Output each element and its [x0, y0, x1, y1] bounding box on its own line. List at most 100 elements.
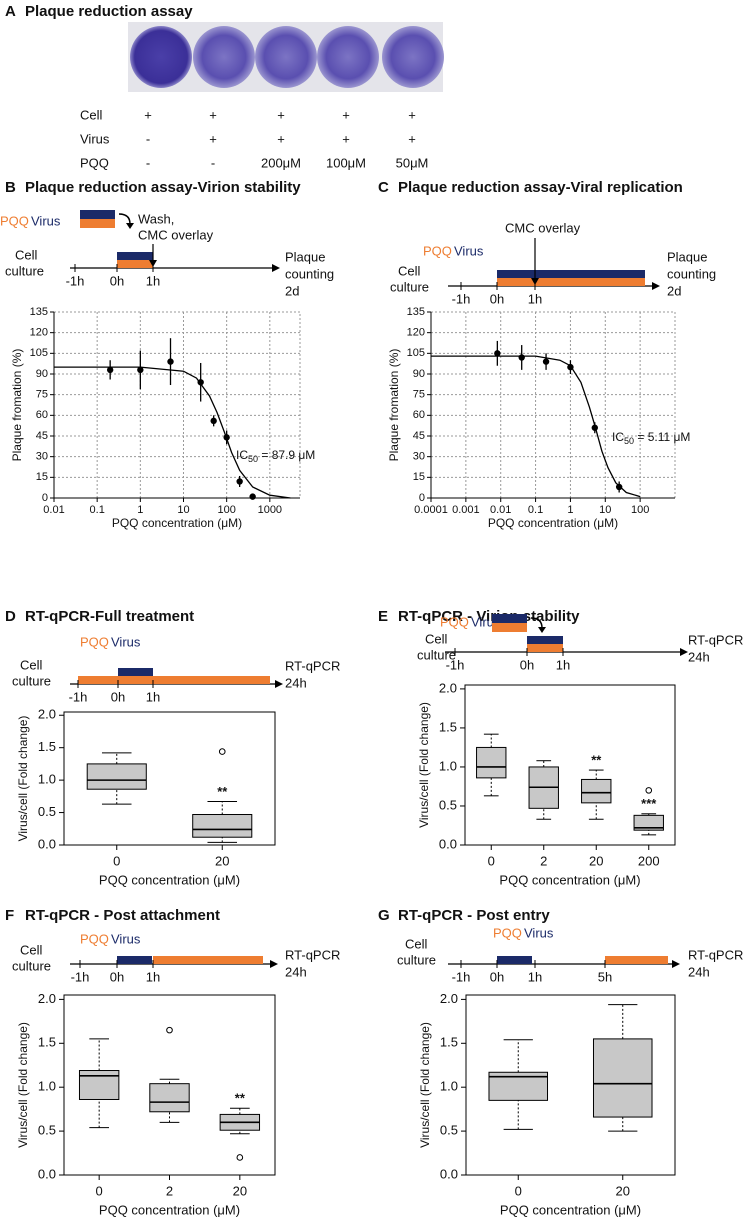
timeline-end: 24h [688, 649, 710, 664]
significance: ** [235, 1091, 246, 1106]
data-point [223, 434, 230, 441]
icon-arrow [530, 617, 543, 629]
plot-frame [465, 994, 676, 1176]
y-tick-label: 1.5 [439, 719, 457, 734]
table-cell: + [144, 107, 152, 122]
row-label: Virus [80, 131, 110, 146]
timeline-tick-label: 1h [146, 689, 160, 704]
panel-label: C [378, 179, 389, 196]
y-tick-label: 0.5 [38, 804, 56, 819]
x-tick-label: 0.01 [490, 504, 511, 516]
y-tick-label: 0 [419, 492, 425, 504]
table-cell: - [146, 131, 150, 146]
y-tick-label: 1.5 [440, 1035, 458, 1050]
y-tick-label: 105 [407, 347, 425, 359]
y-tick-label: 30 [413, 451, 425, 463]
timeline-start: culture [397, 952, 436, 967]
table-cell: + [342, 131, 350, 146]
timeline-start: Cell [405, 936, 428, 951]
row-label: PQQ [80, 155, 109, 170]
timeline-tick-label: 0h [520, 657, 534, 672]
legend-virus: Virus [524, 925, 554, 940]
x-axis-label: PQQ concentration (μM) [99, 872, 240, 887]
data-point [615, 483, 623, 491]
y-axis-label: Plaque fromation (%) [10, 349, 24, 462]
x-axis-label: PQQ concentration (μM) [499, 872, 640, 887]
x-tick-label: 0.001 [452, 504, 480, 516]
timeline-start: Cell [398, 263, 421, 278]
x-tick-label: 1 [567, 504, 573, 516]
panel-label: D [5, 608, 16, 625]
ic50-label-sub: 50 [624, 436, 634, 446]
x-tick-label: 0.1 [528, 504, 543, 516]
x-axis-label: PQQ concentration (μM) [500, 1202, 641, 1217]
timeline-tick-label: 1h [556, 657, 570, 672]
x-tick-label: 200 [638, 853, 660, 868]
panel-title: RT-qPCR - Virion stability [398, 608, 580, 625]
x-axis-label: PQQ concentration (μM) [488, 516, 618, 530]
y-tick-label: 0.5 [440, 1123, 458, 1138]
panel-title: RT-qPCR - Post attachment [25, 907, 220, 924]
panel-title: RT-qPCR-Full treatment [25, 608, 194, 625]
panel-label: A [5, 3, 16, 20]
table-cell: 100μM [326, 155, 366, 170]
treatment-bar [497, 270, 645, 278]
legend-pqq: PQQ [0, 213, 29, 228]
treatment-bar [497, 278, 645, 286]
data-point [137, 366, 144, 374]
data-point [567, 363, 574, 371]
icon-arrow [118, 213, 131, 225]
x-tick-label: 0 [113, 853, 120, 868]
timeline-end: RT-qPCR [285, 658, 340, 673]
treatment-bar [118, 668, 153, 676]
y-tick-label: 2.0 [439, 680, 457, 695]
timeline-arrowhead [270, 960, 278, 968]
y-tick-label: 90 [36, 368, 48, 380]
y-tick-label: 120 [30, 327, 48, 339]
data-point [167, 358, 174, 365]
y-tick-label: 30 [36, 451, 48, 463]
x-tick-label: 100 [217, 504, 235, 516]
timeline-tick-label: 1h [146, 273, 160, 288]
x-axis-label: PQQ concentration (μM) [99, 1202, 240, 1217]
timeline-tick-label: 5h [598, 969, 612, 984]
timeline-tick-label: 1h [146, 969, 160, 984]
data-point [518, 354, 525, 361]
panel-label: G [378, 907, 390, 924]
y-tick-label: 90 [413, 368, 425, 380]
timeline-tick-label: -1h [71, 969, 90, 984]
treatment-bar [605, 956, 668, 964]
y-axis-label: Plaque fromation (%) [387, 349, 401, 462]
timeline-arrowhead [272, 264, 280, 272]
x-tick-label: 0.01 [43, 504, 64, 516]
panel-title: Plaque reduction assay [25, 3, 193, 20]
timeline-arrowhead [652, 282, 660, 290]
timeline-start: culture [390, 279, 429, 294]
timeline-end: 24h [688, 964, 710, 979]
data-point [106, 366, 114, 374]
y-tick-label: 60 [36, 409, 48, 421]
ic50-label-rest: = 87.9 μM [258, 448, 315, 462]
legend-pqq: PQQ [80, 634, 109, 649]
plot-frame [464, 684, 676, 846]
y-axis-label: Virus/cell (Fold change) [417, 702, 431, 828]
y-tick-label: 0.5 [38, 1123, 56, 1138]
y-axis-label: Virus/cell (Fold change) [16, 716, 30, 842]
table-cell: + [342, 107, 350, 122]
timeline-start: culture [12, 958, 51, 973]
timeline-end: RT-qPCR [285, 947, 340, 962]
treatment-bar [117, 956, 152, 964]
timeline-start: Cell [425, 631, 448, 646]
timeline-tick-label: 0h [110, 273, 124, 288]
x-tick-label: 0 [515, 1183, 522, 1198]
x-tick-label: 10 [599, 504, 611, 516]
x-tick-label: 100 [631, 504, 649, 516]
x-tick-label: 20 [616, 1183, 630, 1198]
y-tick-label: 0.0 [440, 1166, 458, 1181]
well [382, 26, 444, 88]
y-tick-label: 0.0 [439, 836, 457, 851]
y-tick-label: 1.5 [38, 1035, 56, 1050]
table-cell: + [277, 131, 285, 146]
